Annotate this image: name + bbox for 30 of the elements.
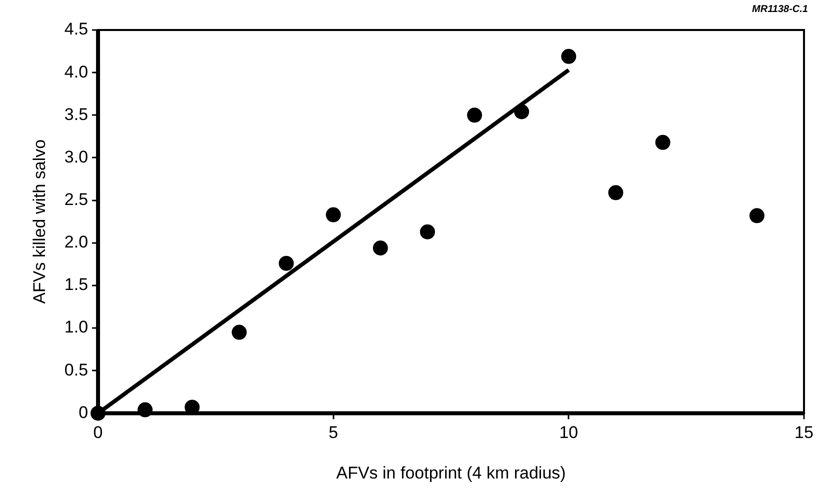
y-tick-label: 4.5 [64,20,88,39]
y-tick-label: 3.0 [64,147,88,166]
x-tick-label: 0 [93,423,103,442]
y-tick-label: 2.5 [64,190,88,209]
text: MR1138-C.1 [752,4,808,15]
x-axis-title: AFVs in footprint (4 km radius) [336,463,566,482]
point [514,104,530,120]
y-tick-label: 1.5 [64,275,88,294]
x-tick-label: 10 [559,423,578,442]
y-tick-label: 3.5 [64,104,88,124]
point [561,48,576,64]
y-tick-label: 4.0 [64,62,88,82]
point [90,406,106,421]
point [420,224,435,240]
point [278,256,294,271]
point [372,240,388,256]
point [138,402,153,418]
y-tick-label: 2.0 [64,232,88,252]
y-tick-label: 1.0 [64,318,88,337]
point [655,134,670,150]
y-axis-title: AFVs killed with salvo [30,139,49,304]
point [232,324,247,340]
point [749,208,764,224]
x-tick-label: 5 [328,423,338,442]
point [326,207,341,222]
point [608,185,624,200]
y-tick-label: 0.5 [64,360,88,380]
point [467,108,482,123]
x-tick-label: 15 [794,423,814,442]
y-tick-label: 0 [78,402,88,422]
